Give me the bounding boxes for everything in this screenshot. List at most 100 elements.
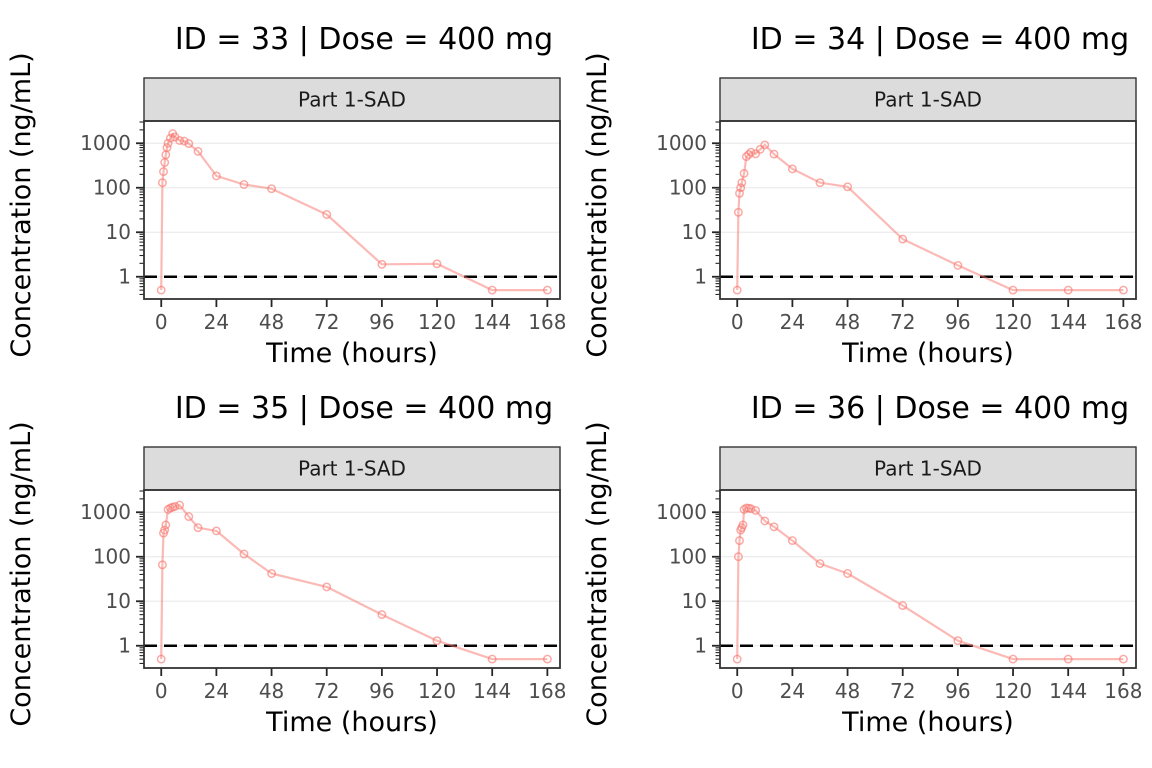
panel-border [719, 120, 1137, 300]
chart-svg: Part 1-SAD 1 10 100 1000 0 24 48 72 96 120 144 168 ID… [6, 22, 566, 369]
data-point-marker [746, 504, 756, 514]
y-tick-label: 100 [93, 176, 131, 200]
facet-label: Part 1-SAD [874, 88, 982, 112]
data-point-marker [751, 149, 761, 159]
x-tick-label: 0 [155, 310, 168, 334]
data-point-marker [542, 285, 552, 295]
facet-strip [143, 77, 561, 122]
chart-svg: Part 1-SAD 1 10 100 1000 0 24 48 72 96 120 144 168 ID… [582, 391, 1142, 738]
data-point-marker [432, 259, 442, 269]
data-point-marker [760, 516, 770, 526]
x-tick-label: 120 [994, 679, 1032, 703]
facet-label: Part 1-SAD [874, 457, 982, 481]
chart-svg: Part 1-SAD 1 10 100 1000 0 24 48 72 96 120 144 168 ID… [6, 391, 566, 738]
data-point-marker [184, 139, 194, 149]
data-point-marker [760, 140, 770, 150]
x-tick-label: 48 [835, 679, 860, 703]
data-point-marker [815, 178, 825, 188]
data-point-marker [815, 559, 825, 569]
subplot-id-35: Part 1-SAD 1 10 100 1000 0 24 48 72 96 120 144 168 ID… [0, 369, 576, 753]
data-point-marker [211, 171, 221, 181]
y-tick-label: 10 [106, 589, 131, 613]
x-tick-label: 24 [780, 679, 805, 703]
data-point-marker [239, 549, 249, 559]
data-point-marker [267, 184, 277, 194]
y-tick-label: 1 [694, 265, 707, 289]
data-point-marker [1008, 654, 1018, 664]
x-axis-label: Time (hours) [841, 707, 1014, 738]
data-point-marker [322, 210, 332, 219]
data-point-marker [732, 285, 742, 295]
x-tick-label: 144 [473, 679, 511, 703]
x-tick-label: 24 [204, 310, 229, 334]
data-point-marker [769, 149, 779, 159]
facet-label: Part 1-SAD [298, 457, 406, 481]
x-tick-label: 48 [835, 310, 860, 334]
y-tick-label: 1000 [80, 131, 131, 155]
data-point-marker [322, 582, 332, 592]
data-point-marker [163, 505, 173, 514]
y-tick-label: 100 [669, 176, 707, 200]
data-point-marker [733, 207, 743, 217]
data-point-marker [157, 560, 167, 570]
data-point-marker [953, 260, 963, 270]
x-tick-label: 24 [204, 679, 229, 703]
data-point-marker [738, 520, 748, 530]
y-tick-label: 1000 [656, 131, 707, 155]
x-tick-label: 144 [473, 310, 511, 334]
x-tick-label: 168 [528, 310, 566, 334]
x-tick-label: 48 [259, 679, 284, 703]
x-tick-label: 72 [314, 679, 339, 703]
data-point-marker [161, 520, 171, 530]
data-point-marker [193, 523, 203, 533]
data-point-marker [487, 285, 497, 295]
x-tick-label: 120 [418, 679, 456, 703]
data-point-marker [898, 601, 908, 611]
x-tick-label: 72 [890, 679, 915, 703]
data-point-marker [193, 146, 203, 156]
data-point-marker [184, 512, 194, 522]
y-axis-label: Concentration (ng/mL) [6, 52, 37, 357]
panel-title: ID = 33 | Dose = 400 mg [175, 22, 553, 57]
panel-border [143, 120, 561, 300]
data-point-marker [739, 168, 749, 178]
data-point-marker [843, 569, 853, 578]
data-point-marker [736, 183, 746, 193]
panel-title: ID = 36 | Dose = 400 mg [751, 391, 1129, 426]
y-axis-label: Concentration (ng/mL) [6, 421, 37, 726]
data-point-marker [733, 552, 743, 562]
x-tick-label: 96 [945, 310, 970, 334]
x-tick-label: 48 [259, 310, 284, 334]
data-point-marker [165, 133, 175, 143]
data-point-marker [157, 178, 167, 188]
x-tick-label: 120 [994, 310, 1032, 334]
data-point-marker [239, 180, 249, 189]
x-tick-label: 168 [1104, 310, 1142, 334]
data-point-marker [769, 522, 779, 532]
data-point-marker [156, 654, 166, 664]
x-tick-label: 120 [418, 310, 456, 334]
x-tick-label: 96 [945, 679, 970, 703]
data-point-marker [211, 526, 221, 536]
data-point-marker [746, 147, 756, 157]
y-tick-label: 1 [118, 634, 131, 658]
y-tick-label: 100 [93, 545, 131, 569]
data-point-marker [843, 182, 853, 192]
x-tick-label: 144 [1049, 310, 1087, 334]
x-axis-label: Time (hours) [265, 707, 438, 738]
x-axis-label: Time (hours) [841, 338, 1014, 369]
x-tick-label: 72 [314, 310, 339, 334]
data-point-marker [787, 536, 797, 546]
data-point-marker [735, 188, 744, 198]
x-tick-label: 96 [369, 679, 394, 703]
y-tick-label: 1 [694, 634, 707, 658]
data-point-marker [175, 136, 185, 145]
y-axis-label: Concentration (ng/mL) [582, 421, 613, 726]
data-point-marker [159, 167, 168, 177]
data-point-marker [1118, 654, 1128, 664]
data-point-marker [737, 178, 747, 188]
series-line [160, 132, 548, 292]
data-point-marker [1008, 285, 1018, 295]
subplot-id-33: Part 1-SAD 1 10 100 1000 0 24 48 72 96 120 144 168 ID… [0, 0, 576, 384]
